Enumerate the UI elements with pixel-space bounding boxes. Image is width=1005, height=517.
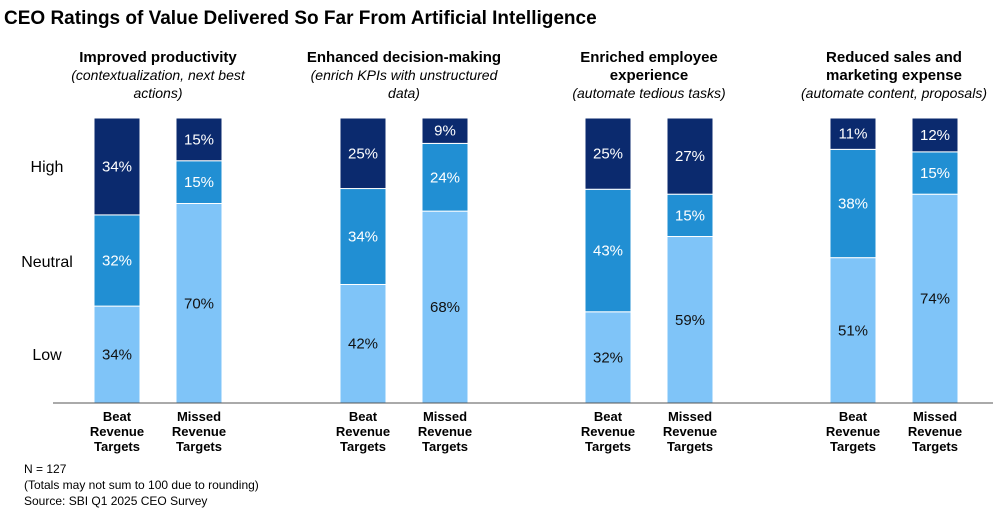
y-axis-labels: High Neutral Low [21,159,73,364]
bar-segment-high [829,117,877,150]
x-tick-label: Targets [94,439,140,454]
footnotes: N = 127 (Totals may not sum to 100 due to… [24,462,259,508]
data-label-high: 15% [184,131,214,148]
x-tick-label: Revenue [826,424,880,439]
panel-subtitle-line: actions) [133,85,182,101]
data-label-neutral: 43% [593,243,623,260]
x-tick-label: Missed [913,409,957,424]
data-label-high: 25% [348,145,378,162]
data-label-low: 42% [348,336,378,353]
panel-title-line: Enriched employee [580,49,718,66]
x-tick-label: Targets [176,439,222,454]
data-label-neutral: 38% [838,196,868,213]
bar-segment-neutral [829,148,877,259]
x-tick-label: Targets [340,439,386,454]
x-tick-label: Revenue [908,424,962,439]
panel-subtitle-line: data) [388,85,420,101]
x-tick-label: Revenue [418,424,472,439]
bar-segment-high [175,117,223,162]
x-tick-label: Targets [422,439,468,454]
panel-title-line: marketing expense [826,67,962,84]
bar-segment-low [829,257,877,404]
data-label-neutral: 34% [348,229,378,246]
bar-segment-neutral [421,142,469,212]
panel-subtitle-line: (automate tedious tasks) [572,85,725,101]
panel-title-line: experience [610,67,688,84]
x-tick-label: Revenue [336,424,390,439]
x-tick-label: Beat [594,409,623,424]
footnote-line: Source: SBI Q1 2025 CEO Survey [24,494,207,508]
bar-segment-neutral [666,193,714,238]
x-tick-label: Revenue [663,424,717,439]
data-label-high: 11% [839,126,868,143]
y-label-low: Low [32,347,62,364]
panel-title-line: Reduced sales and [826,49,962,66]
bar-segment-low [666,236,714,404]
data-label-high: 34% [102,158,132,175]
y-label-high: High [31,159,64,176]
data-label-high: 9% [434,123,456,140]
panel-2: Enhanced decision-making(enrich KPIs wit… [307,49,501,454]
panel-title-line: Enhanced decision-making [307,49,501,66]
bar-segment-low [421,210,469,404]
x-tick-label: Revenue [172,424,226,439]
x-tick-label: Revenue [581,424,635,439]
data-label-neutral: 15% [920,165,950,182]
bar-segment-low [175,203,223,404]
data-label-neutral: 24% [430,169,460,186]
x-tick-label: Beat [349,409,378,424]
x-tick-label: Targets [830,439,876,454]
footnote-line: (Totals may not sum to 100 due to roundi… [24,478,259,492]
data-label-low: 74% [920,291,950,308]
bar-segment-high [93,117,141,216]
data-label-high: 27% [675,148,705,165]
x-tick-label: Targets [667,439,713,454]
x-tick-label: Missed [177,409,221,424]
panel-title-line: Improved productivity [79,49,237,66]
panel-1: Improved productivity(contextualization,… [71,49,246,454]
data-label-low: 59% [675,312,705,329]
data-label-low: 70% [184,295,214,312]
panel-subtitle-line: (enrich KPIs with unstructured [311,67,499,83]
bar-segment-low [93,305,141,404]
x-tick-label: Beat [103,409,132,424]
data-label-low: 34% [102,347,132,364]
data-label-low: 68% [430,299,460,316]
panel-subtitle-line: (contextualization, next best [71,67,246,83]
footnote-line: N = 127 [24,462,67,476]
x-tick-label: Missed [668,409,712,424]
bar-segment-high [339,117,387,190]
panel-subtitle-line: (automate content, proposals) [801,85,987,101]
data-label-low: 32% [593,349,623,366]
x-tick-label: Targets [912,439,958,454]
data-label-neutral: 15% [184,174,214,191]
x-tick-label: Beat [839,409,868,424]
data-label-neutral: 15% [675,207,705,224]
bar-segment-high [584,117,632,190]
x-tick-label: Missed [423,409,467,424]
data-label-high: 12% [920,127,950,144]
x-tick-label: Revenue [90,424,144,439]
bar-segment-neutral [339,188,387,285]
bar-segment-high [666,117,714,195]
bar-segment-neutral [93,214,141,307]
x-tick-label: Targets [585,439,631,454]
bar-segment-high [421,117,469,144]
bar-segment-high [911,117,959,153]
bar-segment-neutral [175,160,223,204]
data-label-low: 51% [838,322,868,339]
data-label-neutral: 32% [102,253,132,270]
bar-segment-neutral [911,151,959,195]
data-label-high: 25% [593,146,623,163]
panels: Improved productivity(contextualization,… [71,49,987,454]
chart-title: CEO Ratings of Value Delivered So Far Fr… [4,8,597,29]
y-label-neutral: Neutral [21,254,73,271]
